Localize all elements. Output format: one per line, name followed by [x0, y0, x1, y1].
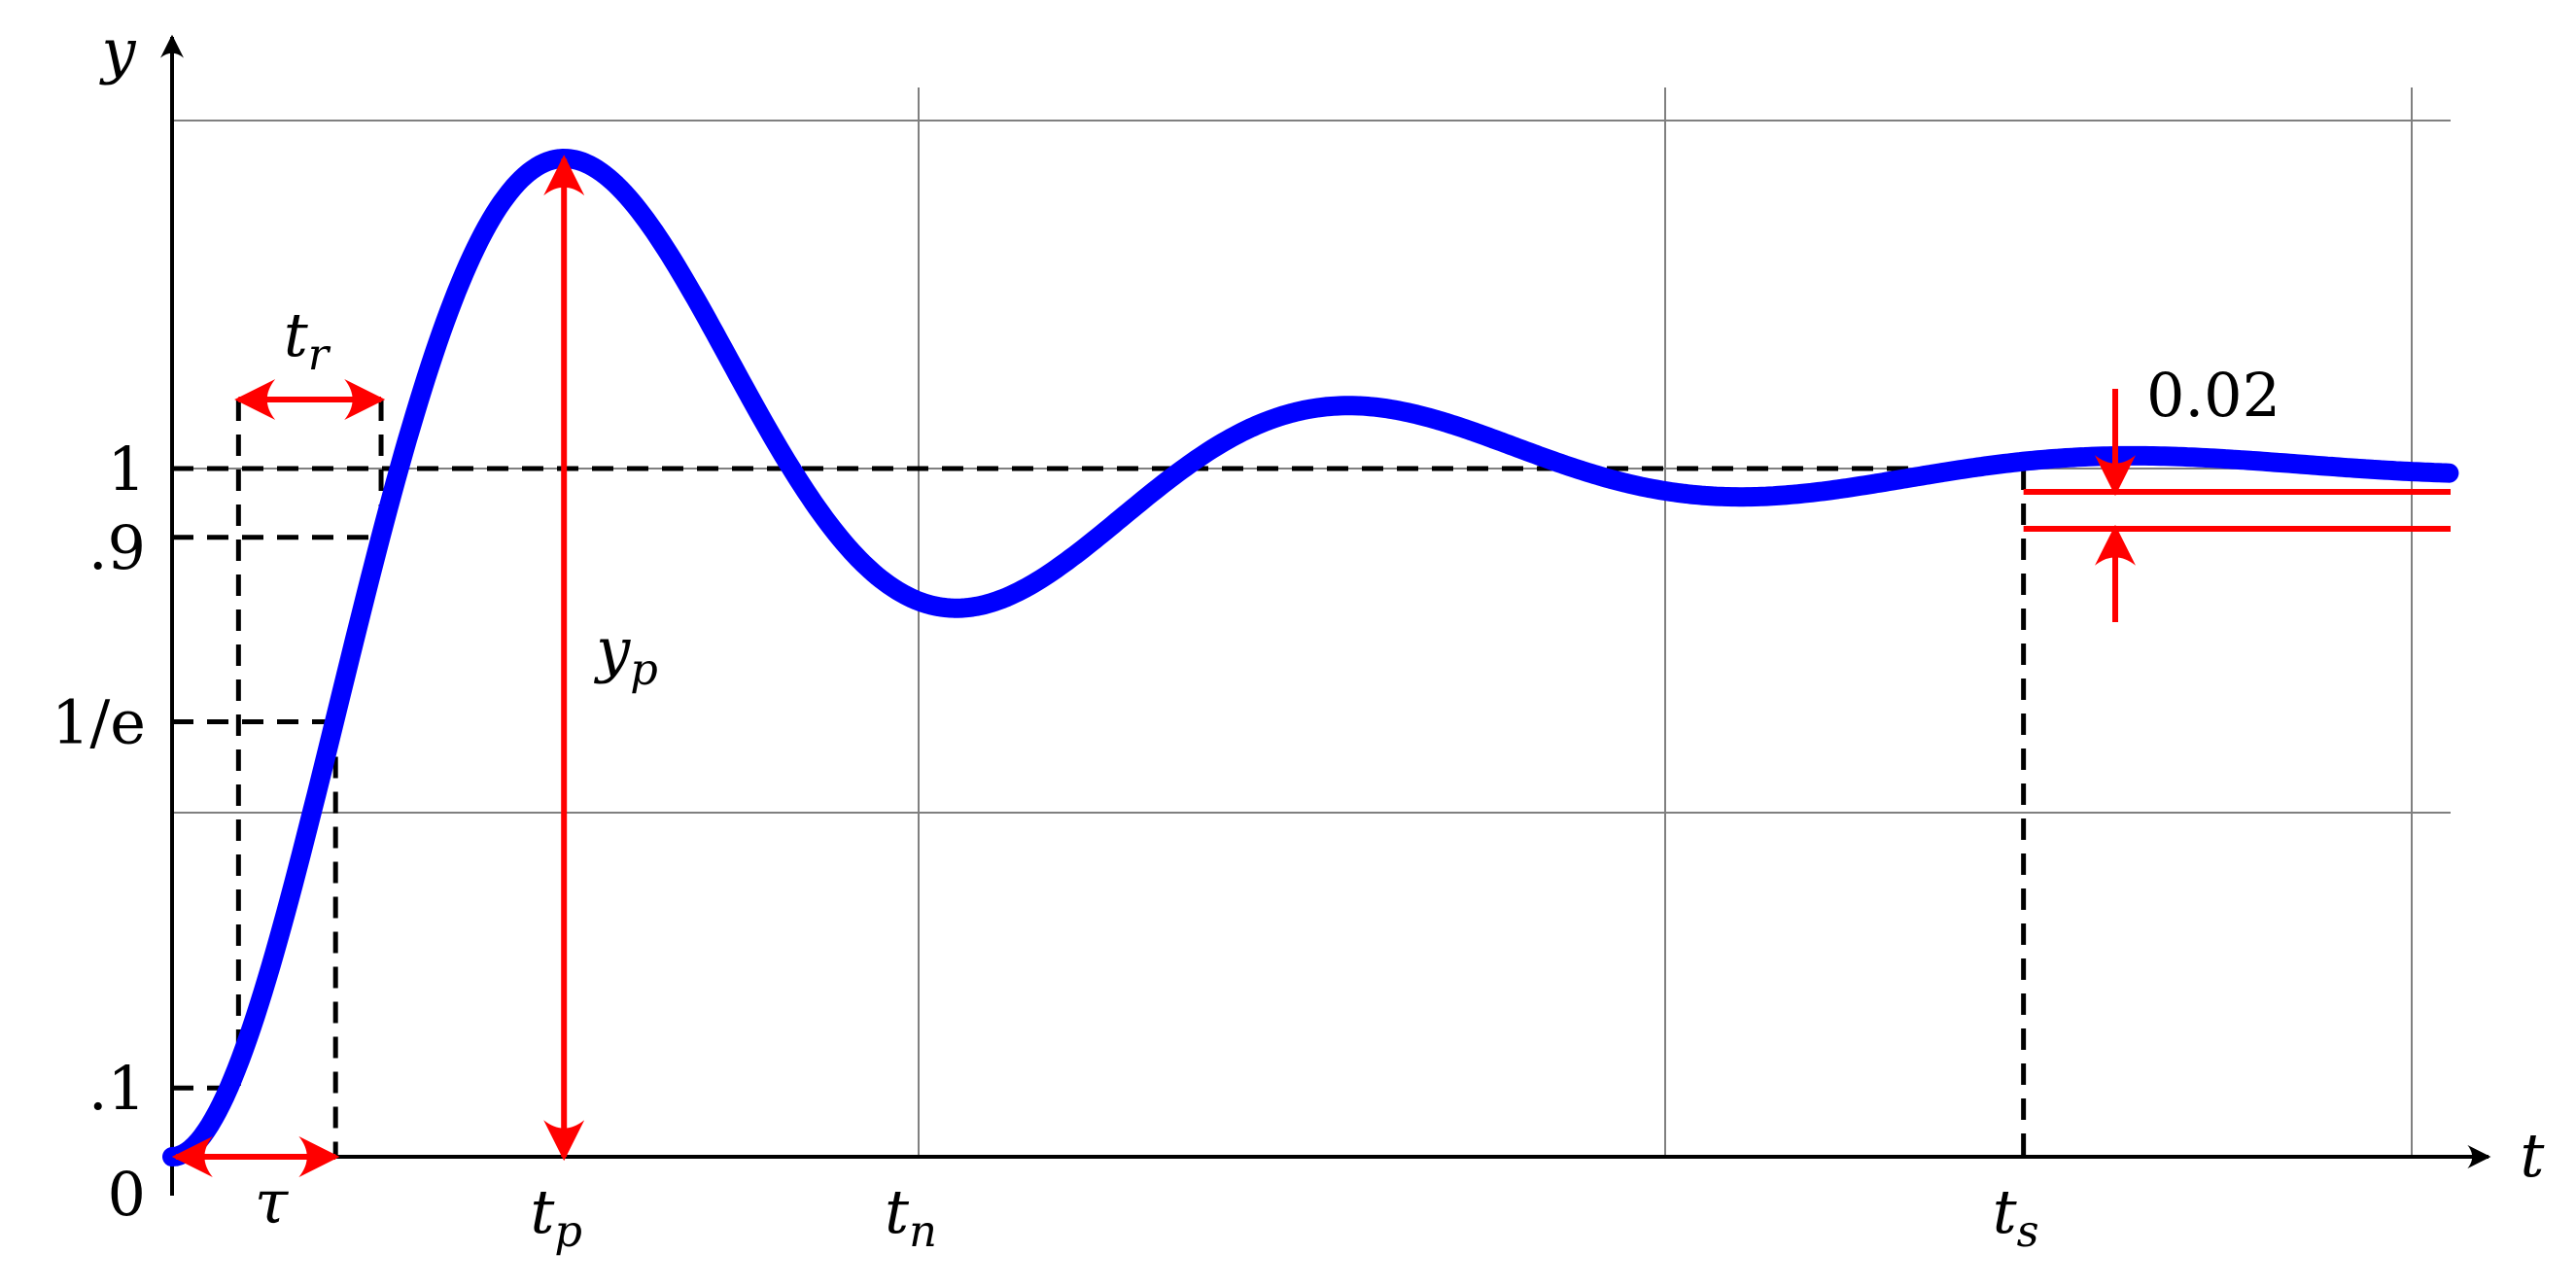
labels: y t 0 .1 1/e .91 tp tn ts τ tr yp 0.02 [52, 16, 2545, 1257]
tau-label: τ [255, 1166, 290, 1237]
grid-lines [172, 87, 2451, 1157]
x-tick-label: tn [885, 1176, 937, 1257]
tolerance-label: 0.02 [2146, 360, 2280, 431]
response-curve [162, 149, 2459, 1166]
x-tick-label: ts [1993, 1176, 2039, 1257]
dashed-guides [172, 400, 2027, 1157]
rise-time-label: tr [284, 299, 331, 380]
y-tick-label: .9 [88, 512, 146, 583]
y-tick-label: .1 [88, 1053, 146, 1124]
y-tick-label: 1/e [52, 687, 146, 758]
y-axis-label: y [98, 16, 136, 87]
x-axis-label: t [2521, 1120, 2545, 1191]
y-tick-label: 0 [108, 1159, 146, 1230]
axes [160, 34, 2491, 1196]
y-tick-label: 1 [108, 434, 146, 505]
annotations [171, 155, 2451, 1177]
x-tick-label: tp [530, 1176, 582, 1257]
peak-label: yp [593, 614, 658, 695]
